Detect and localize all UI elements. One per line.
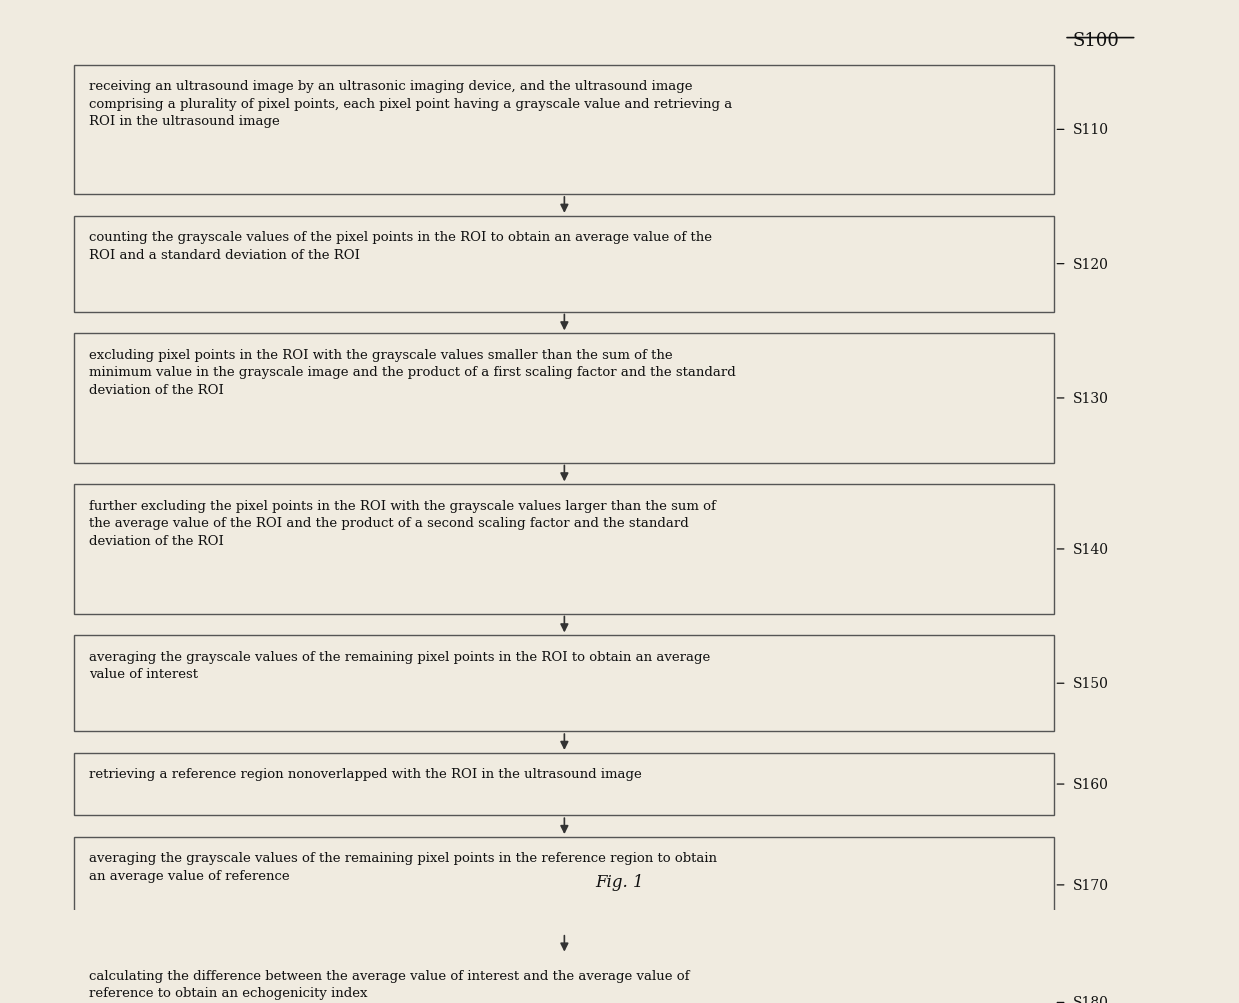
Text: Fig. 1: Fig. 1 — [595, 874, 644, 891]
Text: calculating the difference between the average value of interest and the average: calculating the difference between the a… — [89, 969, 690, 999]
Bar — [74, 636, 1054, 731]
Bar — [74, 217, 1054, 312]
Bar — [74, 334, 1054, 463]
Text: S110: S110 — [1073, 123, 1109, 137]
Bar — [74, 753, 1054, 815]
Text: S150: S150 — [1073, 677, 1109, 690]
Text: excluding pixel points in the ROI with the grayscale values smaller than the sum: excluding pixel points in the ROI with t… — [89, 348, 736, 396]
Text: retrieving a reference region nonoverlapped with the ROI in the ultrasound image: retrieving a reference region nonoverlap… — [89, 767, 642, 780]
Bar — [74, 484, 1054, 614]
Text: receiving an ultrasound image by an ultrasonic imaging device, and the ultrasoun: receiving an ultrasound image by an ultr… — [89, 80, 732, 128]
Text: averaging the grayscale values of the remaining pixel points in the ROI to obtai: averaging the grayscale values of the re… — [89, 650, 710, 681]
Bar — [74, 955, 1054, 1003]
Text: S100: S100 — [1073, 32, 1120, 50]
Text: further excluding the pixel points in the ROI with the grayscale values larger t: further excluding the pixel points in th… — [89, 499, 716, 548]
Text: S170: S170 — [1073, 878, 1109, 892]
Text: S120: S120 — [1073, 258, 1109, 272]
Text: averaging the grayscale values of the remaining pixel points in the reference re: averaging the grayscale values of the re… — [89, 852, 717, 882]
Text: counting the grayscale values of the pixel points in the ROI to obtain an averag: counting the grayscale values of the pix… — [89, 231, 712, 262]
Text: S130: S130 — [1073, 391, 1109, 405]
Text: S140: S140 — [1073, 543, 1109, 557]
Bar — [74, 838, 1054, 933]
Text: S180: S180 — [1073, 995, 1109, 1003]
Text: S160: S160 — [1073, 777, 1109, 791]
Bar — [74, 65, 1054, 195]
